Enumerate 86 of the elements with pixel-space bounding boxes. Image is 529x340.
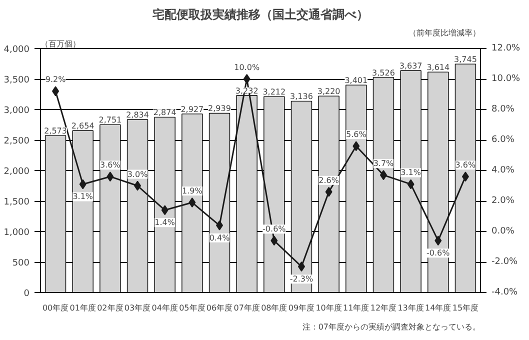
x-tick-label: 06年度	[206, 304, 233, 312]
data-label: 3.0%	[127, 170, 148, 179]
data-label: -0.6%	[426, 248, 450, 258]
data-label: 2,751	[98, 116, 122, 125]
x-tick-label: 13年度	[398, 304, 424, 312]
point	[462, 172, 469, 182]
x-tick-label: 14年度	[425, 304, 452, 312]
data-label: 9.2%	[45, 75, 66, 84]
x-tick-label: 15年度	[452, 304, 479, 312]
y-tick-label: 4,000	[4, 45, 30, 55]
data-label: 1.9%	[182, 186, 203, 196]
point	[434, 236, 442, 246]
x-tick-label: 01年度	[70, 304, 96, 312]
y-axis-title: （百万個）	[40, 40, 80, 48]
point	[188, 198, 196, 208]
y-tick-label: 500	[12, 258, 30, 268]
point	[325, 186, 332, 197]
y-tick-label: 1,000	[4, 228, 30, 238]
data-label: 3,220	[317, 87, 340, 96]
point	[106, 172, 114, 182]
data-label: 3,526	[372, 68, 395, 78]
data-label: 0.4%	[209, 233, 230, 242]
data-label: 2,927	[180, 104, 204, 114]
data-label: 5.6%	[346, 130, 367, 140]
y2-tick-label: 4.0%	[492, 166, 515, 176]
y-tick-label: 3,500	[4, 76, 30, 86]
y-tick-label: 2,000	[4, 167, 30, 177]
x-tick-label: 00年度	[42, 304, 69, 312]
y2-tick-label: -2.0%	[492, 257, 518, 267]
data-label: 3,637	[399, 62, 422, 71]
point	[79, 179, 86, 190]
x-tick-label: 04年度	[152, 304, 178, 312]
x-tick-label: 08年度	[261, 304, 288, 312]
y2-tick-label: 2.0%	[492, 196, 515, 206]
point	[352, 141, 360, 152]
data-label: 3.1%	[72, 192, 94, 202]
point	[270, 236, 278, 246]
data-label: -0.6%	[262, 224, 286, 234]
x-tick-label: 03年度	[124, 304, 151, 312]
y2-tick-label: 12.0%	[492, 44, 521, 54]
data-label: 2,573	[44, 126, 67, 136]
data-label: 3,232	[235, 86, 258, 96]
chart-title: 宅配便取扱実績推移（国土交通省調べ）	[152, 8, 368, 22]
data-label: -2.3%	[290, 274, 314, 284]
point	[134, 180, 142, 191]
y2-tick-label: -4.0%	[492, 288, 518, 298]
text: 注：07年度からの実績が調査対象となっている。	[302, 322, 481, 332]
data-label: 3.6%	[100, 160, 121, 170]
data-label: 3,614	[426, 63, 450, 72]
y-tick-label: 3,000	[4, 106, 30, 116]
x-tick-label: 09年度	[288, 304, 315, 312]
point	[52, 86, 60, 96]
point	[380, 170, 387, 180]
data-label: 3,212	[262, 88, 286, 97]
data-label: 2,834	[126, 110, 149, 120]
data-label: 2,654	[71, 122, 94, 131]
data-label: 3,401	[344, 76, 368, 86]
y2-tick-label: 10.0%	[492, 74, 521, 84]
x-tick-label: 10年度	[316, 304, 342, 312]
data-label: 1.4%	[154, 218, 176, 228]
y2-tick-label: 0.0%	[492, 226, 515, 236]
x-tick-label: 05年度	[179, 304, 206, 312]
x-tick-label: 07年度	[234, 304, 260, 312]
x-tick-label: 02年度	[97, 304, 124, 312]
y2-axis-title: （前年度比増減率）	[408, 28, 480, 38]
point	[298, 262, 305, 272]
data-label: 3.6%	[455, 160, 476, 170]
point	[243, 74, 250, 84]
x-tick-label: 11年度	[343, 304, 370, 312]
y-tick-label: 0	[24, 289, 30, 299]
data-label: 3,136	[290, 92, 313, 102]
data-label: 3.1%	[400, 168, 422, 178]
y-tick-label: 2,500	[4, 136, 30, 146]
data-label: 10.0%	[234, 63, 260, 72]
y2-tick-label: 6.0%	[492, 135, 515, 145]
data-label: 2,874	[153, 108, 176, 118]
point	[407, 179, 414, 190]
y-tick-label: 1,500	[4, 198, 30, 208]
y2-tick-label: 8.0%	[492, 104, 515, 114]
data-label: 2.6%	[318, 176, 340, 185]
data-label: 3,745	[454, 55, 477, 64]
data-label: 3.7%	[373, 159, 394, 168]
point	[161, 205, 168, 216]
x-tick-label: 12年度	[370, 304, 397, 312]
data-label: 2,939	[208, 104, 231, 114]
point	[216, 220, 224, 230]
